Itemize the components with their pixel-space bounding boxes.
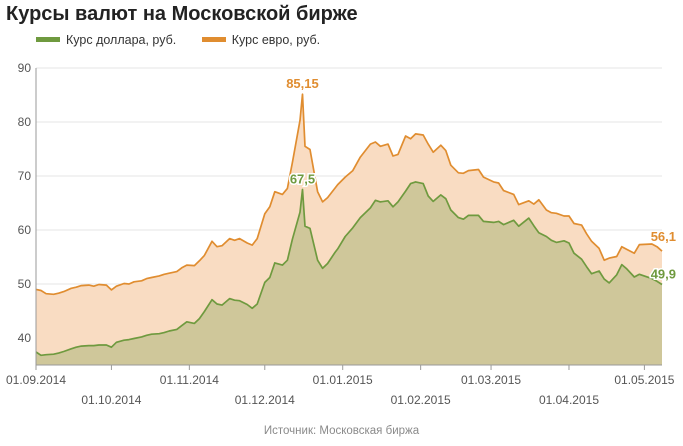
x-tick-label: 01.09.2014 (6, 373, 66, 387)
series-line-eur (35, 93, 663, 296)
y-tick-label: 40 (18, 331, 32, 345)
x-tick-label: 01.10.2014 (81, 393, 141, 407)
x-tick-label: 01.01.2015 (313, 373, 373, 387)
chart-title: Курсы валют на Московской бирже (6, 3, 358, 25)
legend: Курс доллара, руб. Курс евро, руб. (36, 33, 342, 47)
x-tick-label: 01.12.2014 (235, 393, 295, 407)
legend-item-usd[interactable]: Курс доллара, руб. (36, 33, 176, 47)
chart-plot: 40 50 60 70 80 90 01.09.2014 01.10.2014 01.11.20… (6, 61, 678, 407)
source-note: Источник: Московская биржа (263, 425, 420, 437)
x-tick-label: 01.02.2015 (391, 393, 451, 407)
x-tick-label: 01.05.2015 (614, 373, 674, 387)
y-tick-label: 70 (18, 169, 32, 183)
x-tick-label: 01.04.2015 (539, 393, 599, 407)
legend-swatch-eur (201, 37, 226, 43)
y-tick-label: 90 (18, 61, 32, 75)
annotation-eur-last: 56,1 (651, 229, 676, 244)
legend-item-eur[interactable]: Курс евро, руб. (201, 33, 321, 47)
series-area-usd (36, 181, 662, 365)
legend-swatch-usd (36, 37, 60, 43)
series-line-usd (35, 181, 663, 357)
y-tick-label: 50 (18, 277, 32, 291)
legend-label-eur: Курс евро, руб. (231, 33, 321, 47)
x-tick-label: 01.11.2014 (160, 373, 219, 387)
y-tick-label: 60 (18, 223, 32, 237)
annotation-usd-last: 49,9 (651, 267, 676, 282)
legend-label-usd: Курс доллара, руб. (66, 33, 177, 47)
annotation-usd-peak: 67,5 (290, 172, 315, 187)
x-tick-label: 01.03.2015 (461, 373, 521, 387)
y-tick-label: 80 (18, 115, 32, 129)
annotation-eur-peak: 85,15 (286, 76, 319, 91)
